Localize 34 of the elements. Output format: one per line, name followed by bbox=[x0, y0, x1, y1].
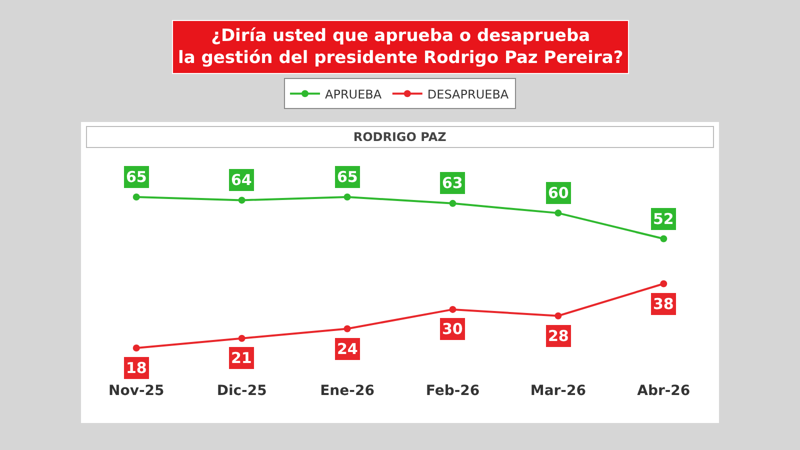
data-label: 38 bbox=[653, 295, 674, 313]
data-label: 24 bbox=[337, 340, 358, 358]
point bbox=[660, 235, 668, 242]
point bbox=[449, 200, 456, 207]
data-label: 52 bbox=[653, 210, 674, 228]
point bbox=[132, 194, 140, 200]
data-label: 28 bbox=[548, 327, 569, 345]
data-label: 18 bbox=[126, 359, 147, 377]
x-tick-label: Nov-25 bbox=[108, 383, 164, 399]
data-label: 64 bbox=[231, 171, 252, 189]
point bbox=[344, 194, 351, 200]
data-label: 21 bbox=[231, 349, 252, 367]
legend-label: APRUEBA bbox=[325, 87, 382, 102]
x-tick-label: Abr-26 bbox=[637, 383, 690, 399]
data-label: 63 bbox=[442, 174, 463, 192]
data-label: 65 bbox=[337, 168, 358, 186]
point bbox=[660, 280, 668, 288]
data-label: 65 bbox=[126, 168, 147, 186]
point bbox=[344, 325, 351, 332]
data-label: 30 bbox=[442, 320, 463, 338]
x-tick-label: Feb-26 bbox=[426, 383, 480, 399]
chart-title: ¿Diría usted que aprueba o desaprueba la gestión del presidente Rodrigo Paz Pereira? bbox=[178, 26, 624, 68]
point bbox=[132, 344, 140, 352]
data-label: 60 bbox=[548, 184, 569, 202]
chart-subtitle: RODRIGO PAZ bbox=[353, 130, 447, 144]
point bbox=[554, 312, 562, 320]
point bbox=[449, 306, 456, 313]
x-tick-label: Ene-26 bbox=[320, 383, 374, 399]
x-tick-label: Dic-25 bbox=[216, 383, 267, 399]
legend-label: DESAPRUEBA bbox=[427, 87, 510, 102]
point bbox=[238, 334, 246, 342]
x-tick-label: Mar-26 bbox=[530, 383, 586, 399]
point bbox=[238, 196, 246, 204]
point bbox=[554, 210, 562, 217]
